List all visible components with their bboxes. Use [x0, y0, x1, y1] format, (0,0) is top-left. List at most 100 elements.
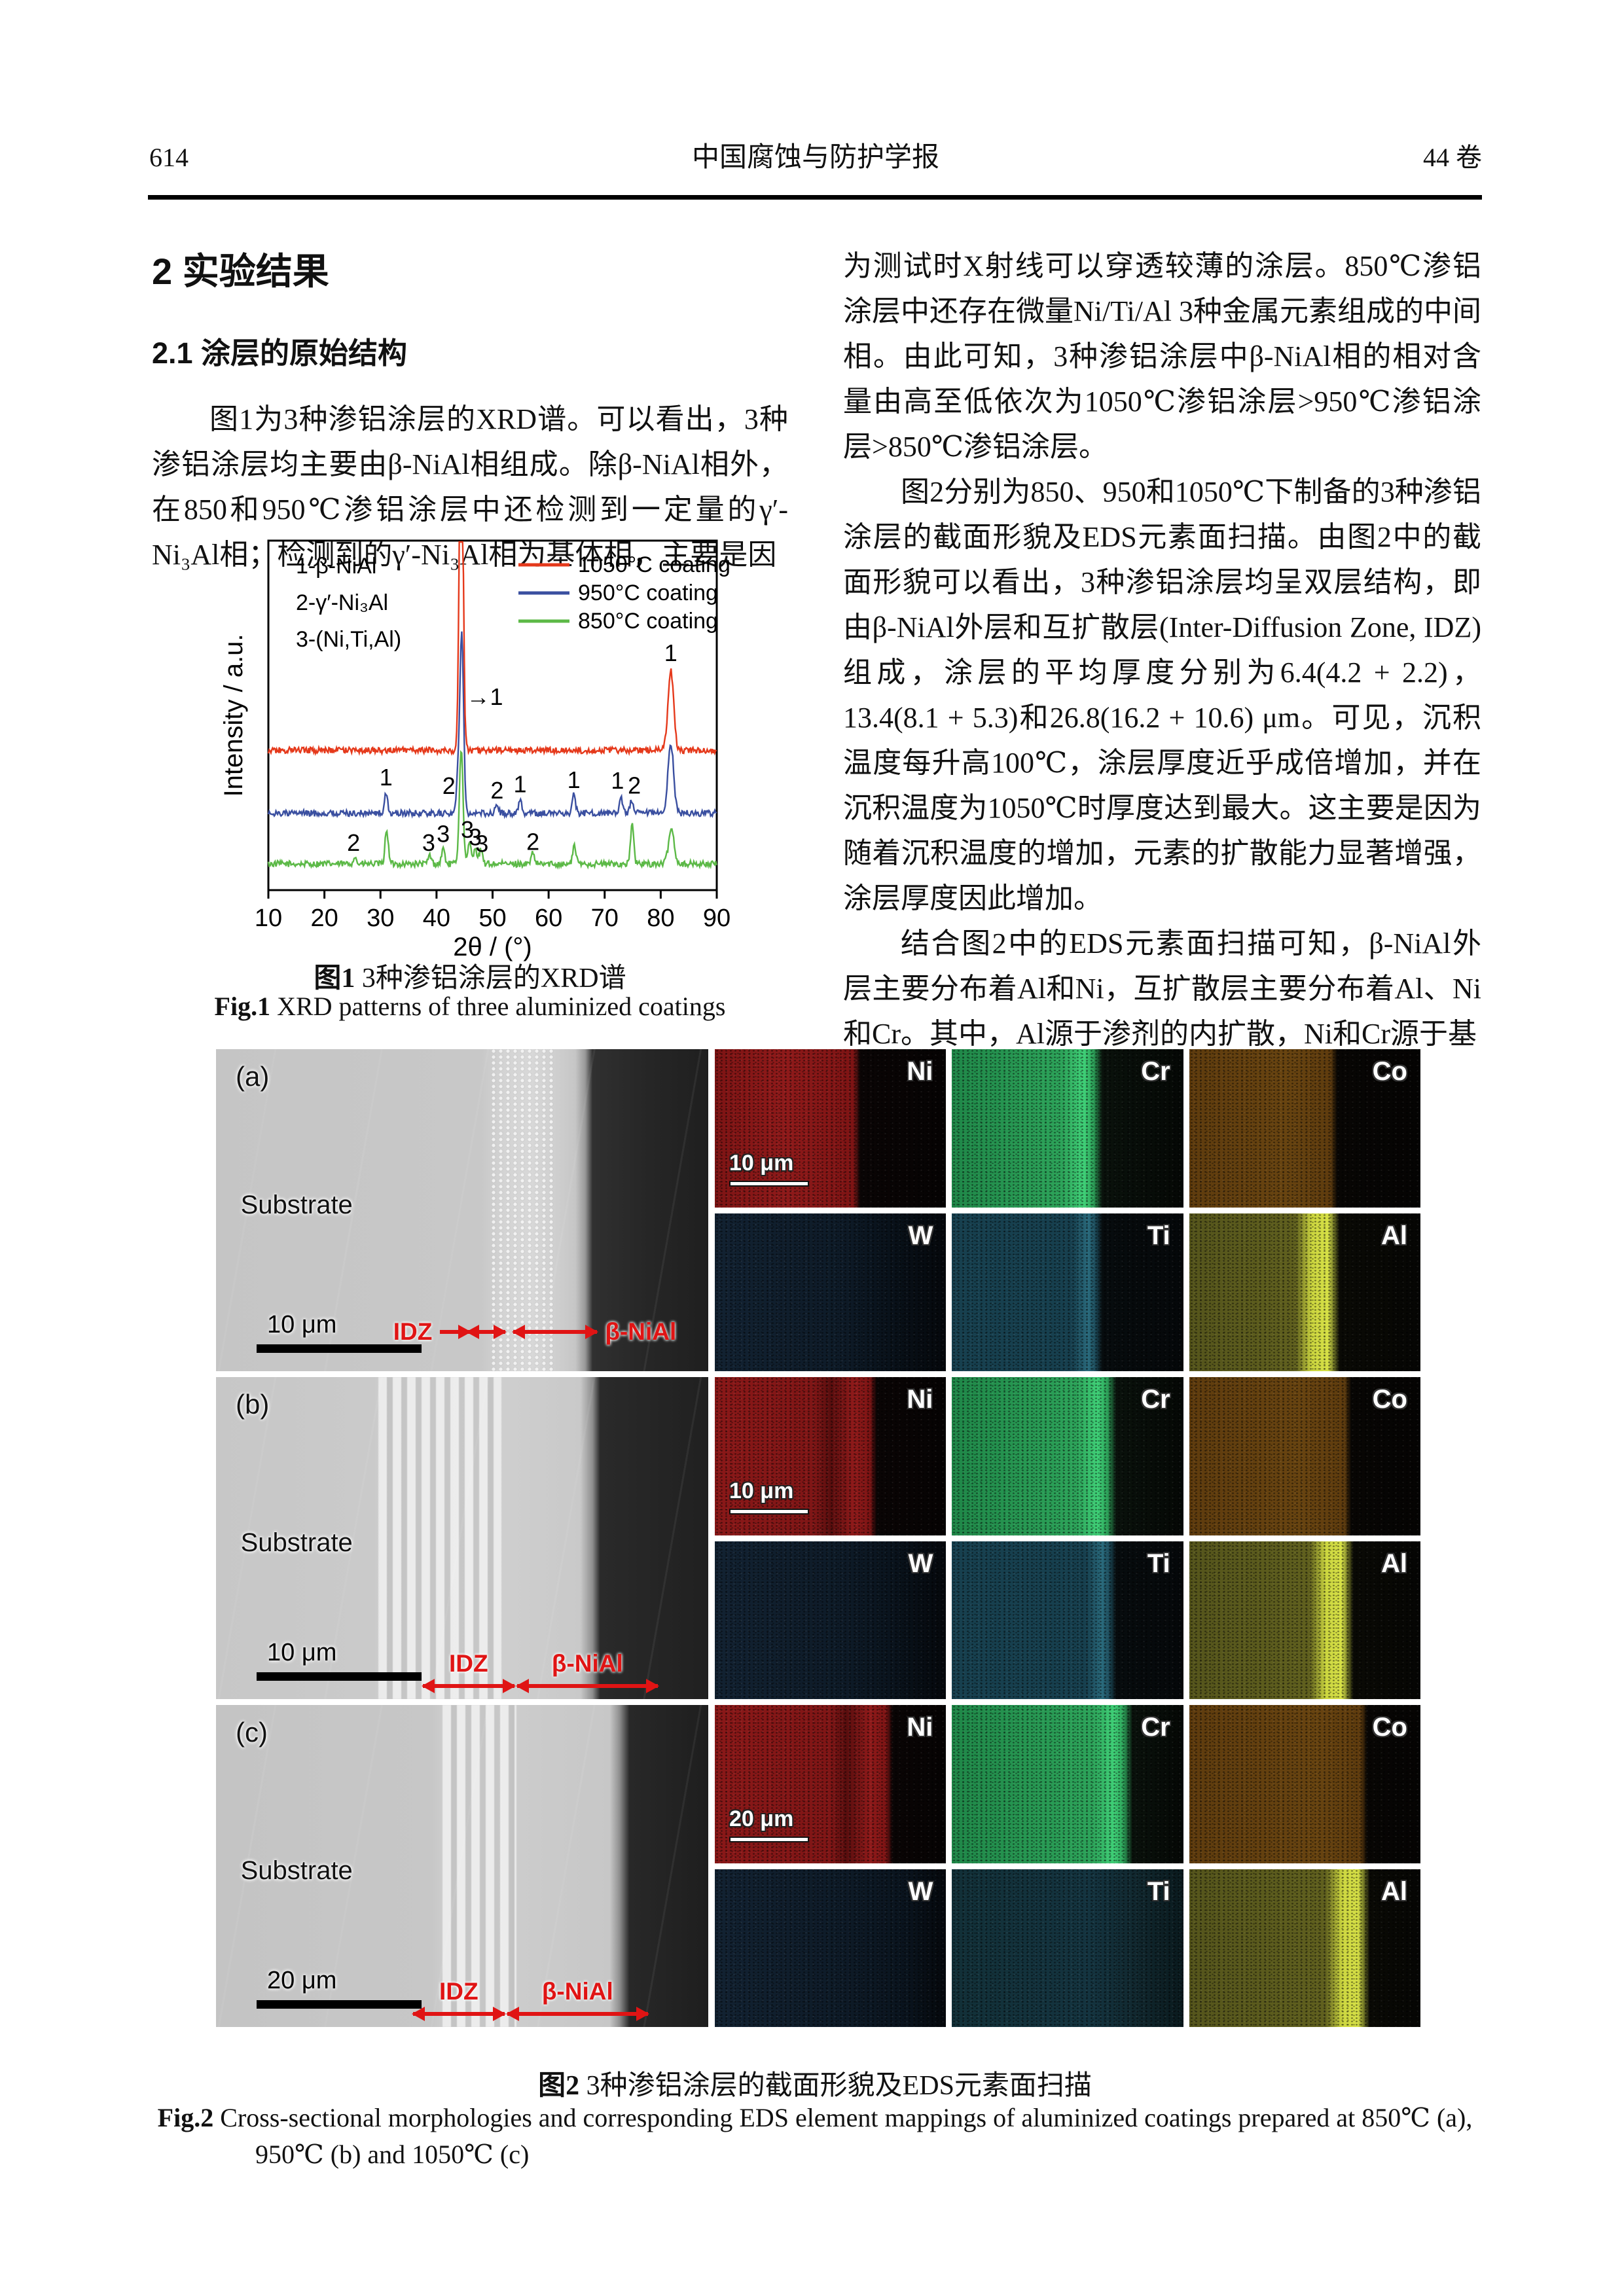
eds-noise-overlay — [715, 1541, 947, 1699]
figure2-label-en: Fig.2 — [157, 2103, 214, 2132]
sem-scale-text: 20 μm — [267, 1967, 337, 1994]
figure2-caption-en-line2: 950℃ (b) and 1050℃ (c) — [255, 2140, 530, 2169]
figure2-label-cn: 图2 — [538, 2071, 580, 2101]
sem-image-b: (b) Substrate 10 μm IDZ β-NiAl — [216, 1377, 708, 1699]
eds-noise-overlay — [952, 1377, 1183, 1535]
eds-noise-overlay — [715, 1869, 947, 2027]
eds-element-label: Al — [1381, 1221, 1407, 1250]
substrate-label: Substrate — [240, 1856, 353, 1886]
subsection-heading: 2.1 涂层的原始结构 — [152, 336, 408, 370]
eds-noise-overlay — [1189, 1541, 1420, 1699]
peak-annotation: 3 — [437, 820, 450, 847]
journal-title: 中国腐蚀与防护学报 — [691, 143, 939, 173]
sem-polish-streaks — [216, 1049, 708, 1371]
sem-idz-texture — [492, 1049, 556, 1371]
header-rule — [148, 195, 1482, 200]
figure2-caption-en-text: Cross-sectional morphologies and corresp… — [220, 2103, 1473, 2132]
sem-scale-bar-line — [257, 2000, 422, 2009]
eds-map-Cr: Cr — [952, 1049, 1183, 1208]
eds-element-label: Co — [1372, 1713, 1407, 1742]
eds-map-Ni: Ni 10 μm — [715, 1377, 947, 1535]
eds-map-Ti: Ti — [952, 1213, 1183, 1371]
eds-map-Ti: Ti — [952, 1541, 1183, 1699]
x-tick-label: 40 — [423, 905, 450, 932]
panel-label: (c) — [236, 1717, 268, 1748]
coating-annotation: IDZ β-NiAl — [421, 1649, 659, 1693]
figure2-row-c: (c) Substrate 20 μm IDZ β-NiAl Ni 20 μm Cr Co W Ti… — [216, 1705, 1420, 2027]
figure2-caption-en: Fig.2 Cross-sectional morphologies and c… — [147, 2102, 1483, 2133]
coating-annotation: IDZ β-NiAl — [393, 1318, 677, 1346]
phase-key-item: 3-(Ni,Ti,Al) — [296, 627, 401, 652]
eds-element-label: W — [908, 1549, 933, 1578]
peak-annotation: 1 — [664, 639, 677, 666]
eds-noise-overlay — [952, 1049, 1183, 1208]
eds-noise-overlay — [1189, 1705, 1420, 1863]
peak-annotation: 2 — [490, 777, 503, 804]
left-column: 2 实验结果 2.1 涂层的原始结构 图1为3种渗铝涂层的XRD谱。可以看出，3… — [152, 242, 788, 577]
peak-annotation: 3 — [469, 824, 482, 851]
coating-annotation: IDZ β-NiAl — [411, 1977, 649, 2021]
volume-label: 44 卷 — [1423, 143, 1482, 172]
eds-scale-bar: 20 μm — [729, 1806, 809, 1842]
eds-scale-bar-line — [729, 1508, 809, 1515]
eds-element-label: Cr — [1141, 1713, 1170, 1742]
xrd-series — [267, 631, 717, 819]
sem-scale-text: 10 μm — [267, 1639, 337, 1666]
xrd-series — [267, 541, 717, 757]
eds-map-W: W — [715, 1213, 947, 1371]
eds-map-grid: Ni 10 μm Cr Co W Ti Al — [715, 1049, 1420, 1371]
sem-image-a: (a) Substrate 10 μm IDZ β-NiAl — [216, 1049, 708, 1371]
idz-annotation: IDZ — [421, 1649, 516, 1693]
peak-annotation: 1 — [568, 766, 581, 793]
x-tick-label: 10 — [255, 905, 282, 932]
eds-element-label: Ni — [907, 1385, 933, 1414]
eds-map-Al: Al — [1189, 1869, 1420, 2027]
peak-annotation: 1 — [611, 767, 624, 794]
substrate-label: Substrate — [240, 1191, 353, 1220]
eds-noise-overlay — [952, 1541, 1183, 1699]
x-axis-label: 2θ / (°) — [453, 933, 532, 961]
eds-scale-bar-line — [729, 1836, 809, 1842]
peak-annotation: 3 — [461, 816, 474, 843]
sem-scale-text: 10 μm — [267, 1311, 337, 1338]
phase-key-item: 1-β-NiAl — [296, 554, 376, 579]
eds-map-Co: Co — [1189, 1049, 1420, 1208]
peak-annotation: 2 — [526, 829, 539, 855]
eds-element-label: Ti — [1147, 1221, 1170, 1250]
sem-idz-texture — [378, 1377, 502, 1699]
eds-noise-overlay — [1189, 1213, 1420, 1371]
figure1-caption-cn: 图1 3种渗铝涂层的XRD谱 — [152, 956, 788, 996]
eds-map-Al: Al — [1189, 1541, 1420, 1699]
sem-scale-bar: 10 μm — [257, 1311, 422, 1353]
eds-map-grid: Ni 10 μm Cr Co W Ti Al — [715, 1377, 1420, 1699]
legend-label: 950°C coating — [578, 581, 718, 605]
right-paragraph-3: 结合图2中的EDS元素面扫描可知，β-NiAl外层主要分布着Al和Ni，互扩散层… — [843, 927, 1481, 1050]
figure2-row-a: (a) Substrate 10 μm IDZ β-NiAl Ni 10 μm Cr Co W Ti… — [216, 1049, 1420, 1371]
idz-label: IDZ — [449, 1649, 488, 1677]
substrate-label: Substrate — [240, 1528, 353, 1558]
eds-element-label: Ni — [907, 1057, 933, 1086]
idz-span-arrow — [466, 1324, 507, 1339]
y-axis-label: Intensity / a.u. — [223, 634, 248, 797]
eds-scale-bar-line — [729, 1180, 809, 1187]
figure1-label-en: Fig.1 — [214, 992, 271, 1021]
sem-scale-bar-line — [257, 1672, 422, 1681]
x-tick-label: 70 — [591, 905, 619, 932]
sem-polish-streaks — [216, 1705, 708, 2027]
eds-map-Ni: Ni 20 μm — [715, 1705, 947, 1863]
eds-scale-text: 10 μm — [729, 1150, 794, 1175]
eds-map-W: W — [715, 1869, 947, 2027]
eds-scale-text: 10 μm — [729, 1478, 794, 1503]
figure2-row-b: (b) Substrate 10 μm IDZ β-NiAl Ni 10 μm Cr Co W Ti… — [216, 1377, 1420, 1699]
eds-element-label: Co — [1372, 1385, 1407, 1414]
eds-scale-bar: 10 μm — [729, 1151, 809, 1187]
bnial-span-arrow — [515, 1678, 659, 1693]
eds-map-Cr: Cr — [952, 1377, 1183, 1535]
eds-noise-overlay — [952, 1869, 1183, 2027]
eds-noise-overlay — [952, 1213, 1183, 1371]
peak-annotation: 2 — [628, 772, 641, 799]
figure2-caption-cn-text: 3种渗铝涂层的截面形貌及EDS元素面扫描 — [586, 2071, 1092, 2101]
x-tick-label: 50 — [478, 905, 506, 932]
beta-nial-label: β-NiAl — [541, 1977, 613, 2005]
x-tick-label: 80 — [647, 905, 674, 932]
